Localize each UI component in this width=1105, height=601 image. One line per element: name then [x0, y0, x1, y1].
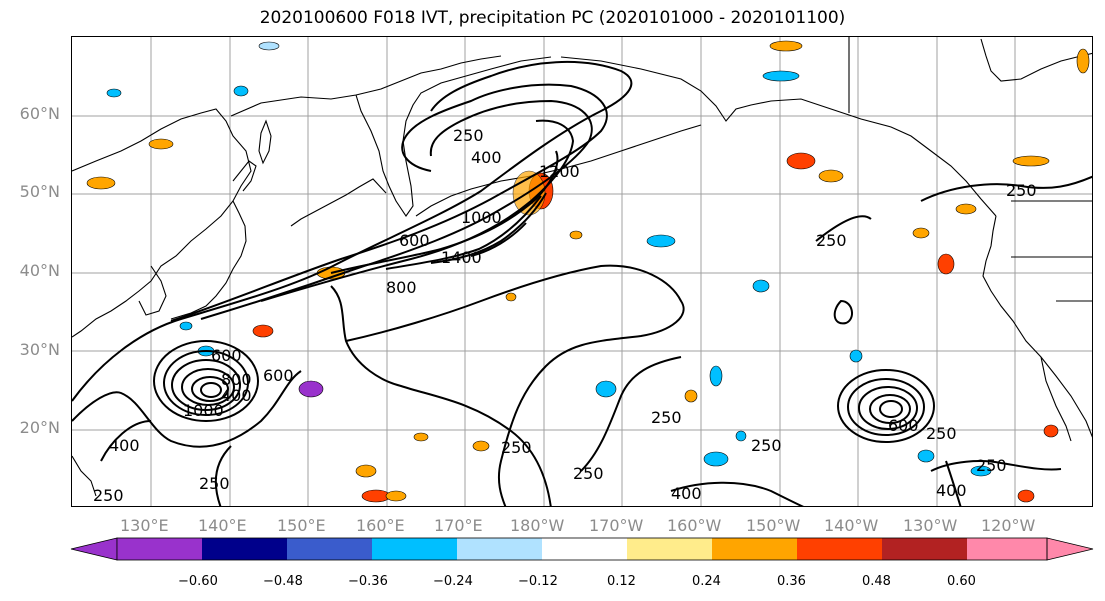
contour-label: 600 [263, 366, 294, 385]
colorbar-tick: −0.36 [348, 574, 388, 589]
colorbar-segment [1046, 537, 1094, 561]
contour-label: 1000 [183, 401, 224, 420]
colorbar-tick: 0.24 [692, 574, 721, 589]
colorbar-segment [627, 538, 712, 560]
contour-label: 250 [751, 436, 782, 455]
colorbar-tick: −0.60 [178, 574, 218, 589]
coastlines [72, 37, 1092, 497]
chart-title: 2020100600 F018 IVT, precipitation PC (2… [259, 8, 846, 28]
colorbar-segment [542, 538, 627, 560]
ivt-contours [72, 60, 1092, 506]
lon-label-130e: 130°E [120, 516, 169, 535]
colorbar-segment [797, 538, 882, 560]
colorbar-tick: 0.60 [947, 574, 976, 589]
lon-label-170w: 170°W [589, 516, 644, 535]
contour-label: 1000 [461, 208, 502, 227]
contour-label: 250 [573, 464, 604, 483]
contour-label: 250 [199, 474, 230, 493]
colorbar-tick: −0.12 [518, 574, 558, 589]
contour-label: 250 [976, 456, 1007, 475]
colorbar-segment [70, 537, 118, 561]
colorbar-segment [117, 538, 202, 560]
colorbar [70, 537, 1094, 561]
contour-label: 600 [211, 346, 242, 365]
contour-labels: 250 400 600 800 1000 1200 1400 250 250 2… [93, 126, 1037, 505]
contour-label: 250 [453, 126, 484, 145]
colorbar-segment [712, 538, 797, 560]
colorbar-tick: 0.12 [607, 574, 636, 589]
precip-patches [86, 40, 1090, 503]
contour-label: 400 [471, 148, 502, 167]
contour-label: 250 [1006, 181, 1037, 200]
lat-label-40n: 40°N [19, 261, 60, 280]
colorbar-segment [287, 538, 372, 560]
lon-label-160w: 160°W [667, 516, 722, 535]
contour-label: 800 [386, 278, 417, 297]
lat-label-30n: 30°N [19, 340, 60, 359]
contour-label: 250 [926, 424, 957, 443]
contour-label: 400 [671, 484, 702, 503]
map-panel: 250 400 600 800 1000 1200 1400 250 250 2… [71, 36, 1093, 507]
contour-label: 250 [501, 438, 532, 457]
colorbar-segment [967, 538, 1047, 560]
lon-label-140e: 140°E [198, 516, 247, 535]
colorbar-segment [202, 538, 287, 560]
contour-label: 250 [816, 231, 847, 250]
lon-label-150e: 150°E [277, 516, 326, 535]
colorbar-tick: −0.48 [263, 574, 303, 589]
contour-label: 400 [221, 386, 252, 405]
contour-label: 400 [109, 436, 140, 455]
contour-label: 1400 [441, 248, 482, 267]
colorbar-segment [457, 538, 542, 560]
colorbar-segment [372, 538, 457, 560]
lat-label-50n: 50°N [19, 182, 60, 201]
lat-label-20n: 20°N [19, 418, 60, 437]
contour-label: 400 [936, 481, 967, 500]
lat-label-60n: 60°N [19, 104, 60, 123]
colorbar-segment [882, 538, 967, 560]
lon-label-130w: 130°W [903, 516, 958, 535]
contour-label: 600 [399, 231, 430, 250]
colorbar-tick: 0.36 [777, 574, 806, 589]
map-svg: 250 400 600 800 1000 1200 1400 250 250 2… [72, 37, 1092, 506]
lon-label-170e: 170°E [434, 516, 483, 535]
contour-label: 1200 [539, 162, 580, 181]
contour-label: 250 [651, 408, 682, 427]
lon-label-180w: 180°W [510, 516, 565, 535]
lon-label-120w: 120°W [981, 516, 1036, 535]
lon-label-140w: 140°W [824, 516, 879, 535]
colorbar-tick: 0.48 [862, 574, 891, 589]
contour-label: 250 [93, 486, 124, 505]
contour-label: 600 [888, 416, 919, 435]
lon-label-160e: 160°E [356, 516, 405, 535]
lon-label-150w: 150°W [746, 516, 801, 535]
gridlines [72, 37, 1092, 506]
colorbar-tick: −0.24 [433, 574, 473, 589]
contour-label: 800 [221, 370, 252, 389]
